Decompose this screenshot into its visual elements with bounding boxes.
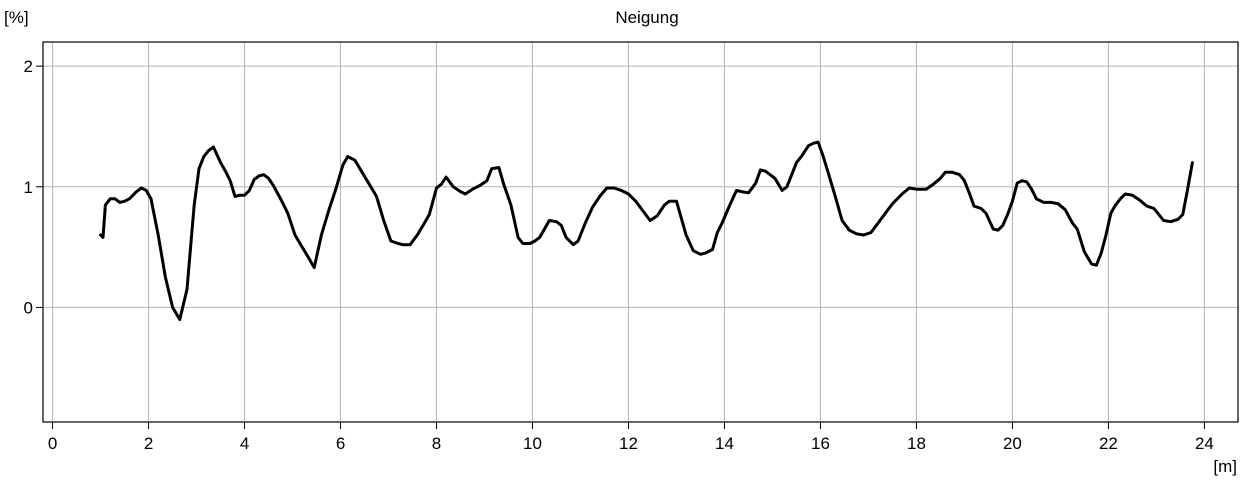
x-tick-label: 4 xyxy=(240,434,249,453)
x-tick-label: 0 xyxy=(48,434,57,453)
y-tick-label: 0 xyxy=(24,298,33,317)
x-axis-label: [m] xyxy=(1213,457,1237,476)
x-tick-label: 6 xyxy=(336,434,345,453)
plot-frame xyxy=(42,41,1239,423)
y-tick-label: 1 xyxy=(24,178,33,197)
y-tick-labels: 0 1 2 xyxy=(24,57,43,317)
x-tick-label: 10 xyxy=(523,434,542,453)
x-tick-label: 22 xyxy=(1099,434,1118,453)
y-axis-label: [%] xyxy=(4,8,29,27)
chart-title: Neigung xyxy=(615,8,678,27)
x-tick-label: 18 xyxy=(907,434,926,453)
series-line xyxy=(99,140,1194,321)
x-tick-label: 2 xyxy=(144,434,153,453)
x-tick-label: 8 xyxy=(432,434,441,453)
x-tick-label: 24 xyxy=(1195,434,1214,453)
x-tick-labels: 0 2 4 6 8 10 12 14 16 18 20 22 24 xyxy=(48,422,1214,453)
x-tick-label: 14 xyxy=(715,434,734,453)
x-tick-label: 20 xyxy=(1003,434,1022,453)
x-tick-label: 12 xyxy=(619,434,638,453)
y-tick-label: 2 xyxy=(24,57,33,76)
x-tick-label: 16 xyxy=(811,434,830,453)
grid xyxy=(43,42,1238,422)
